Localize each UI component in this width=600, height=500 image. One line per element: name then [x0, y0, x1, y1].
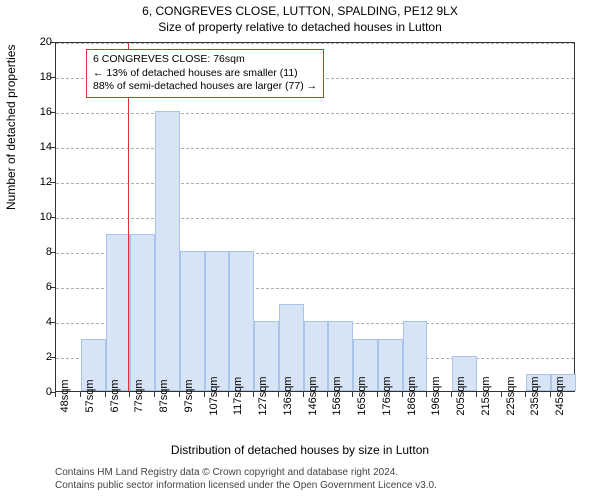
y-tick-label: 14: [22, 141, 52, 153]
y-tick-mark: [50, 182, 55, 183]
chart-plot-area: 6 CONGREVES CLOSE: 76sqm← 13% of detache…: [55, 42, 575, 392]
x-tick-label: 136sqm: [282, 376, 294, 415]
x-tick-mark: [303, 392, 304, 397]
y-tick-mark: [50, 112, 55, 113]
gridline: [56, 43, 574, 44]
gridline: [56, 148, 574, 149]
histogram-bar: [229, 251, 254, 391]
y-tick-mark: [50, 77, 55, 78]
x-tick-mark: [476, 392, 477, 397]
y-tick-label: 16: [22, 106, 52, 118]
x-tick-label: 77sqm: [133, 379, 145, 412]
y-tick-mark: [50, 357, 55, 358]
x-tick-mark: [55, 392, 56, 397]
y-tick-mark: [50, 217, 55, 218]
annotation-line: 6 CONGREVES CLOSE: 76sqm: [93, 53, 317, 67]
x-tick-mark: [525, 392, 526, 397]
y-tick-label: 8: [22, 246, 52, 258]
x-tick-mark: [377, 392, 378, 397]
chart-title-line1: 6, CONGREVES CLOSE, LUTTON, SPALDING, PE…: [0, 4, 600, 18]
x-axis-label: Distribution of detached houses by size …: [0, 443, 600, 457]
x-tick-label: 205sqm: [455, 376, 467, 415]
gridline: [56, 113, 574, 114]
attribution-text: Contains HM Land Registry data © Crown c…: [55, 466, 437, 492]
x-tick-mark: [204, 392, 205, 397]
x-tick-mark: [253, 392, 254, 397]
x-tick-label: 127sqm: [257, 376, 269, 415]
y-tick-mark: [50, 252, 55, 253]
x-tick-mark: [80, 392, 81, 397]
x-tick-mark: [278, 392, 279, 397]
annotation-line: 88% of semi-detached houses are larger (…: [93, 80, 317, 94]
x-tick-label: 186sqm: [406, 376, 418, 415]
x-tick-label: 245sqm: [554, 376, 566, 415]
y-tick-label: 10: [22, 211, 52, 223]
histogram-bar: [180, 251, 205, 391]
x-tick-mark: [426, 392, 427, 397]
y-axis-label: Number of detached properties: [4, 45, 18, 210]
x-tick-mark: [501, 392, 502, 397]
y-tick-label: 20: [22, 36, 52, 48]
y-tick-mark: [50, 42, 55, 43]
x-tick-label: 87sqm: [158, 379, 170, 412]
x-tick-label: 176sqm: [381, 376, 393, 415]
x-tick-label: 196sqm: [430, 376, 442, 415]
gridline: [56, 183, 574, 184]
x-tick-label: 67sqm: [109, 379, 121, 412]
x-tick-mark: [228, 392, 229, 397]
attribution-line: Contains public sector information licen…: [55, 479, 437, 492]
x-tick-mark: [402, 392, 403, 397]
y-tick-label: 4: [22, 316, 52, 328]
y-tick-mark: [50, 147, 55, 148]
y-tick-label: 18: [22, 71, 52, 83]
x-tick-mark: [352, 392, 353, 397]
histogram-bar: [130, 234, 155, 392]
x-tick-mark: [129, 392, 130, 397]
y-tick-label: 0: [22, 386, 52, 398]
gridline: [56, 218, 574, 219]
x-tick-mark: [105, 392, 106, 397]
x-tick-label: 156sqm: [331, 376, 343, 415]
y-tick-label: 6: [22, 281, 52, 293]
x-tick-label: 97sqm: [183, 379, 195, 412]
x-tick-label: 117sqm: [232, 377, 244, 415]
chart-title-line2: Size of property relative to detached ho…: [0, 20, 600, 34]
y-tick-mark: [50, 287, 55, 288]
x-tick-mark: [550, 392, 551, 397]
histogram-bar: [155, 111, 180, 391]
x-tick-mark: [327, 392, 328, 397]
annotation-box: 6 CONGREVES CLOSE: 76sqm← 13% of detache…: [86, 49, 324, 98]
y-tick-label: 12: [22, 176, 52, 188]
x-tick-label: 146sqm: [307, 376, 319, 415]
x-tick-mark: [154, 392, 155, 397]
x-tick-label: 235sqm: [529, 376, 541, 415]
y-tick-mark: [50, 322, 55, 323]
x-tick-label: 107sqm: [208, 376, 220, 415]
x-tick-label: 57sqm: [84, 379, 96, 412]
histogram-bar: [106, 234, 131, 392]
x-tick-label: 165sqm: [356, 376, 368, 415]
x-tick-mark: [451, 392, 452, 397]
x-tick-label: 48sqm: [59, 379, 71, 412]
x-tick-label: 215sqm: [480, 376, 492, 415]
y-tick-label: 2: [22, 351, 52, 363]
histogram-bar: [205, 251, 230, 391]
attribution-line: Contains HM Land Registry data © Crown c…: [55, 466, 437, 479]
x-tick-label: 225sqm: [505, 376, 517, 415]
annotation-line: ← 13% of detached houses are smaller (11…: [93, 67, 317, 81]
x-tick-mark: [179, 392, 180, 397]
